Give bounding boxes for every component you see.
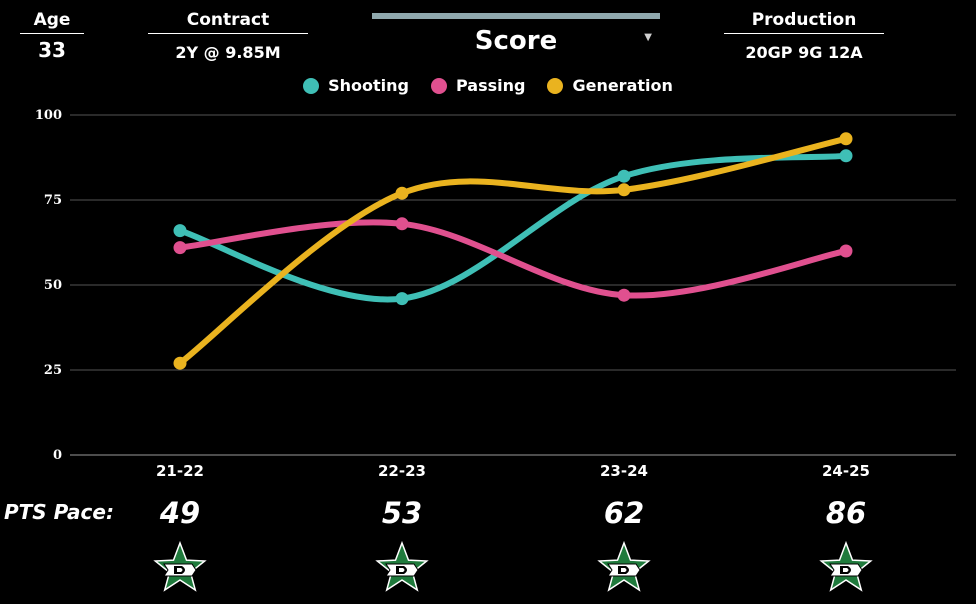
shooting-point [173,224,187,238]
grid-lines [70,114,956,456]
passing-point [395,217,409,231]
x-tick-label: 23-24 [600,462,648,480]
production-value: 20GP 9G 12A [745,43,863,62]
dallas-stars-logo-icon [375,540,429,592]
series-lines [173,132,853,370]
dallas-stars-logo-icon [819,540,873,592]
legend-item-shooting[interactable]: Shooting [303,76,409,95]
chevron-down-icon: ▼ [644,32,652,43]
y-tick-label: 100 [35,108,62,123]
legend-item-generation[interactable]: Generation [547,76,673,95]
pts-pace-value: 86 [825,496,867,530]
dallas-stars-logo-icon [597,540,651,592]
legend-dot-icon [303,77,320,94]
production-stat: Production 20GP 9G 12A [724,10,884,62]
shooting-point [839,149,853,163]
production-label: Production [724,10,884,34]
y-axis-ticks: 0 25 50 75 100 [35,108,62,463]
y-tick-label: 75 [44,193,62,208]
legend-label: Passing [455,76,526,95]
passing-point [839,244,853,258]
legend-label: Shooting [328,76,409,95]
generation-point [839,132,853,146]
age-label: Age [20,10,84,34]
x-tick-label: 24-25 [822,462,870,480]
pts-pace-value: 53 [381,496,423,530]
age-stat: Age 33 [20,10,84,62]
generation-point [617,183,631,197]
metric-selector-bar [372,13,660,19]
age-value: 33 [38,38,66,62]
generation-point [395,186,409,200]
passing-series-line [177,219,849,299]
contract-value: 2Y @ 9.85M [175,43,281,62]
dallas-stars-logo-icon [153,540,207,592]
passing-point [617,288,631,302]
legend-dot-icon [430,77,447,94]
metric-dropdown[interactable]: Score ▼ [372,26,660,58]
y-tick-label: 25 [44,363,62,378]
x-tick-label: 22-23 [378,462,426,480]
contract-stat: Contract 2Y @ 9.85M [148,10,308,62]
shooting-point [395,292,409,306]
legend-dot-icon [547,77,564,94]
pts-pace-value: 49 [159,496,201,530]
y-tick-label: 0 [53,448,62,463]
legend-label: Generation [572,76,673,95]
legend-item-passing[interactable]: Passing [430,76,526,95]
x-axis-ticks: 21-22 22-23 23-24 24-25 [156,462,870,480]
chart-legend: Shooting Passing Generation [0,76,976,95]
pts-pace-label: PTS Pace: [4,500,114,524]
pts-pace-value: 62 [603,496,645,530]
shooting-point [617,169,631,183]
generation-series-line [177,135,849,367]
passing-point [173,241,187,255]
metric-dropdown-label: Score [474,26,558,56]
generation-point [173,356,187,370]
y-tick-label: 50 [44,278,62,293]
contract-label: Contract [148,10,308,34]
x-tick-label: 21-22 [156,462,204,480]
